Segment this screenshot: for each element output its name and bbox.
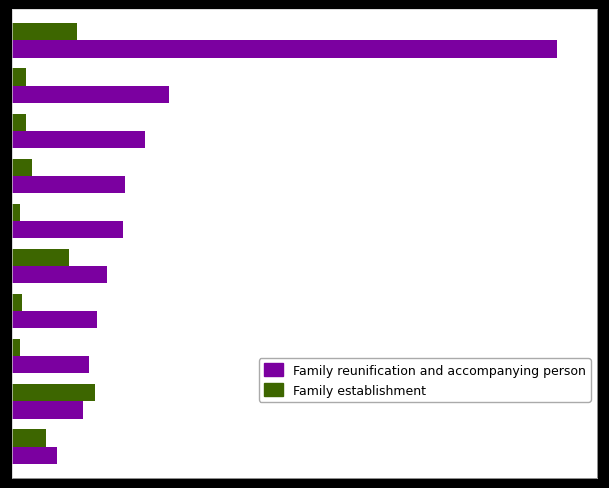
- Bar: [12, 249, 69, 266]
- Bar: [12, 222, 123, 239]
- Bar: [12, 114, 26, 131]
- Bar: [12, 429, 46, 447]
- Bar: [12, 24, 77, 41]
- Bar: [12, 447, 57, 464]
- Bar: [12, 311, 97, 329]
- Bar: [12, 204, 20, 222]
- Bar: [12, 266, 107, 284]
- Bar: [12, 357, 89, 374]
- Bar: [12, 86, 169, 103]
- Bar: [12, 131, 145, 148]
- Bar: [12, 340, 20, 357]
- Bar: [12, 402, 83, 419]
- Bar: [12, 294, 23, 311]
- Bar: [12, 177, 125, 194]
- Bar: [12, 159, 32, 177]
- Bar: [12, 41, 557, 59]
- Bar: [12, 385, 95, 402]
- Legend: Family reunification and accompanying person, Family establishment: Family reunification and accompanying pe…: [259, 358, 591, 402]
- Bar: [12, 69, 26, 86]
